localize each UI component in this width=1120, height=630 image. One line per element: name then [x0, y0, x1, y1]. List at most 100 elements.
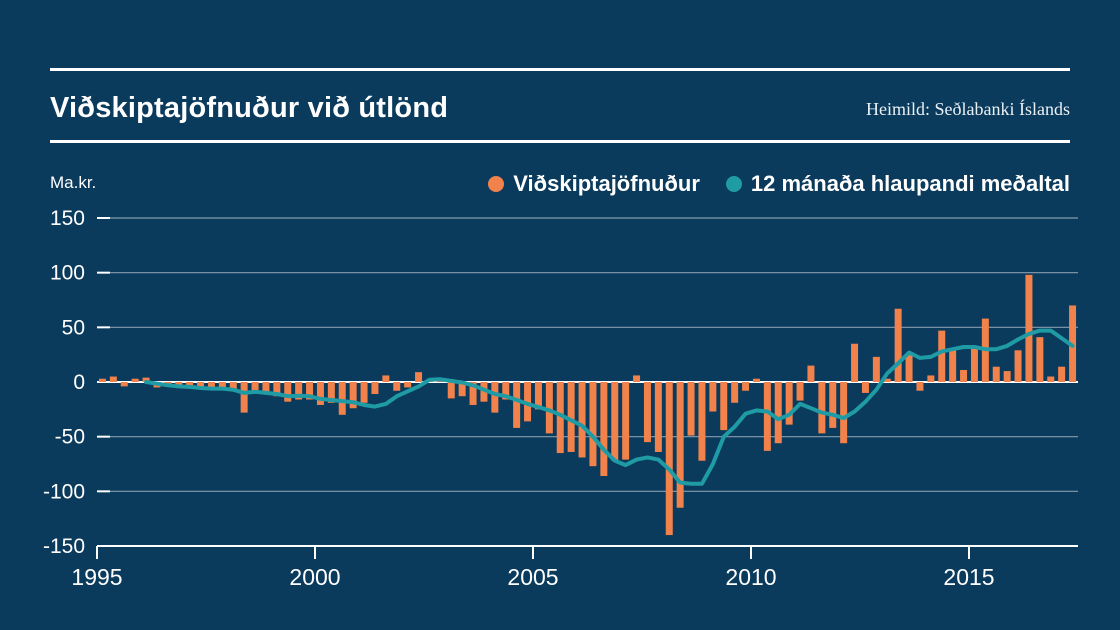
bar: [109, 376, 117, 382]
bar: [720, 382, 728, 431]
legend-item-line: 12 mánaða hlaupandi meðaltal: [725, 171, 1070, 197]
bar: [687, 382, 695, 436]
bar: [545, 382, 553, 434]
bar: [872, 356, 880, 382]
y-tick-label: -150: [43, 535, 85, 558]
bar: [1047, 376, 1055, 382]
bar: [131, 378, 139, 382]
bar: [142, 377, 150, 382]
bar: [458, 382, 466, 397]
bar: [676, 382, 684, 508]
bar: [1036, 337, 1044, 382]
bar: [611, 382, 619, 461]
bar: [349, 382, 357, 409]
bar: [240, 382, 248, 413]
bar: [774, 382, 782, 444]
bars-series: [98, 274, 1077, 536]
legend: Viðskiptajöfnuður 12 mánaða hlaupandi me…: [488, 170, 1070, 198]
x-tick-label: 2000: [289, 564, 340, 590]
bar: [306, 382, 314, 400]
bar: [469, 382, 477, 405]
bar: [785, 382, 793, 425]
bar: [251, 382, 259, 391]
bar: [1058, 366, 1066, 382]
legend-label-bars: Viðskiptajöfnuður: [513, 171, 700, 196]
bar: [371, 382, 379, 395]
bar-series-dot-icon: [488, 176, 505, 192]
bar: [905, 354, 913, 382]
bar: [382, 375, 390, 382]
bar: [393, 382, 401, 391]
y-tick-label: -50: [55, 426, 85, 449]
bar: [589, 382, 597, 467]
bar: [327, 382, 335, 403]
y-tick-label: 100: [50, 262, 85, 285]
bar: [796, 382, 804, 401]
bar: [197, 382, 205, 388]
bar: [338, 382, 346, 415]
source-credit: Heimild: Seðlabanki Íslands: [866, 99, 1070, 119]
legend-item-bars: Viðskiptajöfnuður: [488, 171, 700, 197]
y-axis-unit-label: Ma.kr.: [50, 173, 97, 192]
y-tick-label: 50: [62, 316, 85, 339]
bar: [229, 382, 237, 391]
bar: [207, 382, 215, 390]
top-rule: [50, 68, 1070, 71]
bar: [916, 382, 924, 391]
bar: [622, 382, 630, 460]
bar: [643, 382, 651, 443]
x-tick-label: 1995: [71, 564, 122, 590]
title-underline-rule: [50, 140, 1070, 143]
bar: [752, 378, 760, 382]
bar: [992, 366, 1000, 382]
x-tick-label: 2010: [725, 564, 776, 590]
bar: [818, 382, 826, 434]
bar: [513, 382, 521, 428]
bar: [633, 375, 641, 382]
bar: [807, 365, 815, 382]
bar: [763, 382, 771, 451]
moving-average-line: [144, 328, 1075, 486]
bar: [665, 382, 673, 536]
bar: [851, 343, 859, 382]
bar: [1003, 371, 1011, 382]
bar: [829, 382, 837, 428]
y-tick-label: 150: [50, 207, 85, 230]
bar: [654, 382, 662, 452]
bar: [938, 330, 946, 382]
line-series-dot-icon: [725, 176, 742, 192]
bar: [98, 378, 106, 382]
bar: [742, 382, 750, 391]
bar: [273, 382, 281, 397]
bar: [578, 382, 586, 458]
bar: [1014, 350, 1022, 382]
legend-label-line: 12 mánaða hlaupandi meðaltal: [750, 171, 1070, 196]
bar: [840, 382, 848, 444]
bar: [567, 382, 575, 452]
bar: [175, 382, 183, 387]
bar: [524, 382, 532, 422]
bar: [698, 382, 706, 461]
bar: [949, 349, 957, 382]
x-tick-label: 2015: [943, 564, 994, 590]
bar: [316, 382, 324, 405]
bar: [415, 372, 423, 382]
y-tick-label: -100: [43, 480, 85, 503]
bar: [491, 382, 499, 413]
bar: [262, 382, 270, 393]
y-tick-label: 0: [73, 371, 85, 394]
page-title: Viðskiptajöfnuður við útlönd: [50, 92, 449, 124]
bar: [404, 382, 412, 388]
bar: [1025, 274, 1033, 382]
bar: [218, 382, 226, 389]
bar: [861, 382, 869, 393]
bar: [970, 347, 978, 382]
bar: [502, 382, 510, 400]
bar: [927, 375, 935, 382]
bar: [883, 378, 891, 382]
bar: [120, 382, 128, 387]
bar: [731, 382, 739, 403]
bar: [360, 382, 368, 403]
